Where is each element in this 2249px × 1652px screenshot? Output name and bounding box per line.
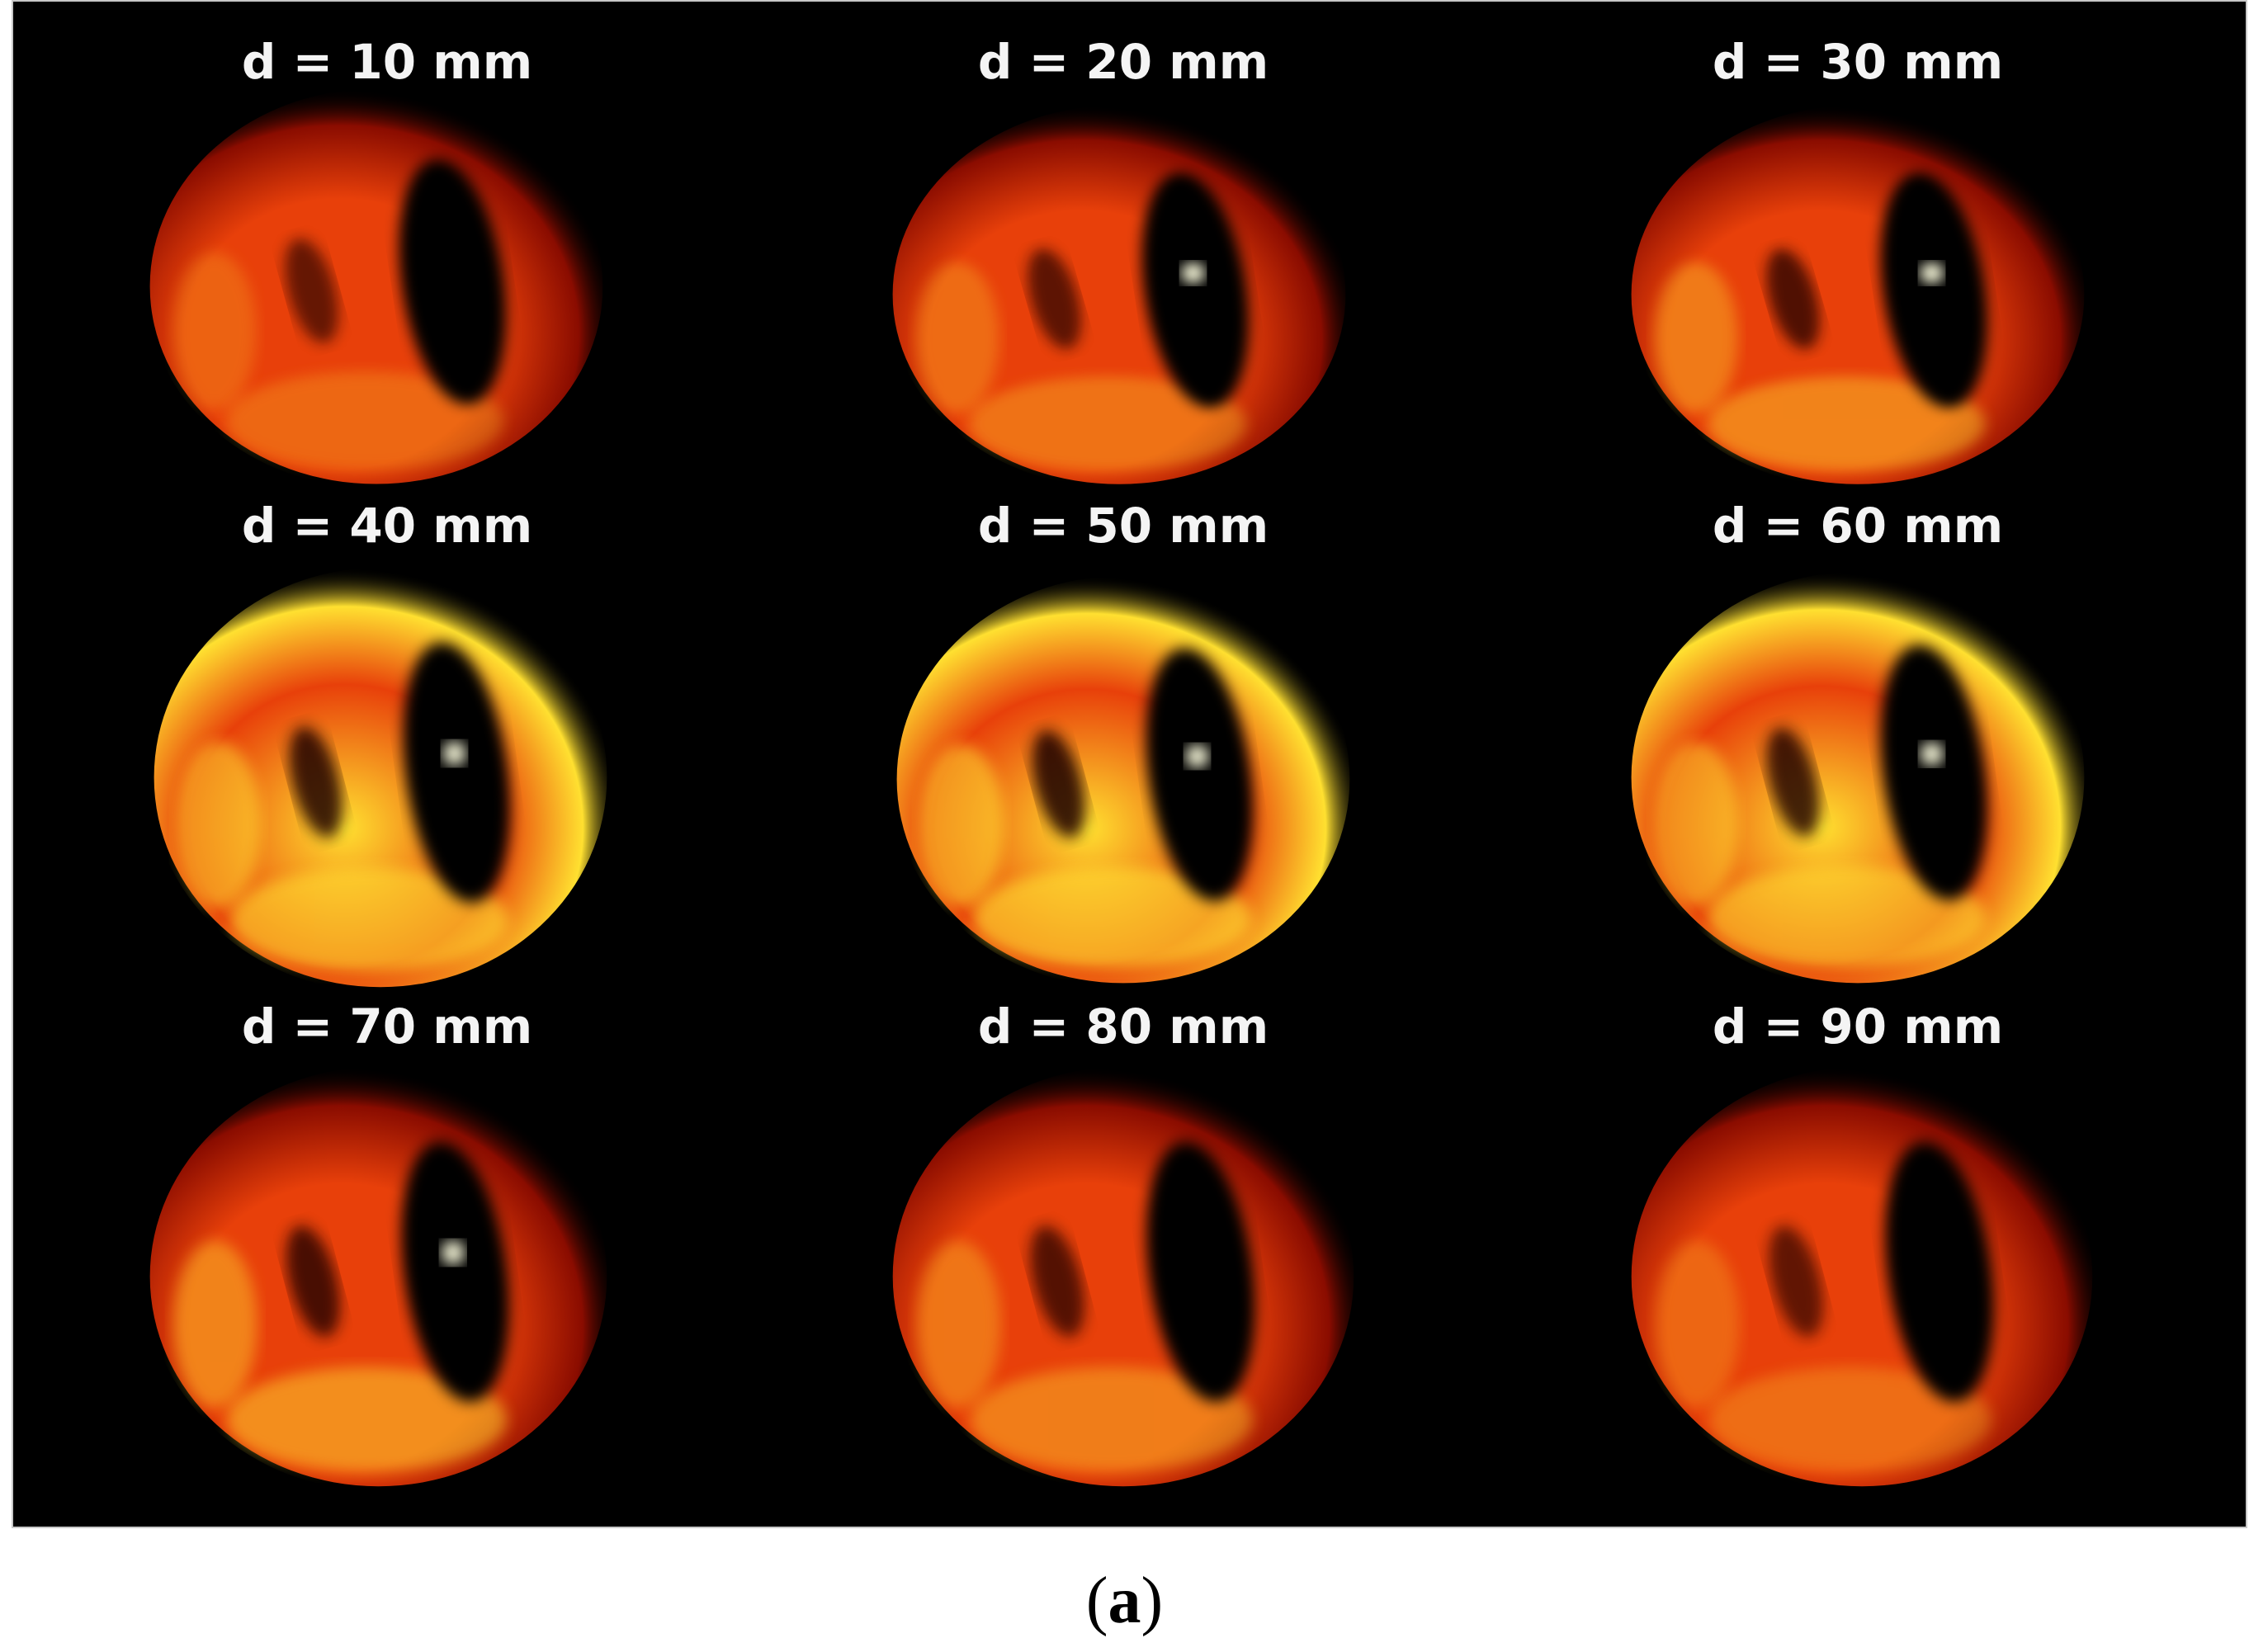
- rim-glow: [919, 744, 1004, 907]
- slice-image: [888, 101, 1350, 489]
- rim-glow: [172, 253, 257, 410]
- slice-label: d = 30 mm: [1712, 34, 2004, 90]
- hot-spot: [1920, 742, 1944, 766]
- slice-image: [888, 1062, 1358, 1491]
- dark-cavity-right: [401, 1141, 509, 1402]
- rim-glow: [1655, 1240, 1740, 1408]
- rim-glow: [1654, 262, 1738, 413]
- slice-image: [1627, 1062, 2097, 1491]
- dark-cavity-left: [1766, 248, 1820, 350]
- slice-image: [145, 84, 607, 489]
- dark-cavity-right: [1146, 1141, 1255, 1402]
- heatmap-slice: [1631, 571, 2085, 984]
- slice-label: d = 50 mm: [977, 498, 1269, 554]
- rim-glow: [1708, 866, 1985, 970]
- hot-spot: [1181, 262, 1205, 284]
- dark-cavity-right: [1141, 172, 1250, 408]
- rim-glow: [172, 1240, 258, 1408]
- dark-cavity-left: [1032, 729, 1085, 838]
- slice-image: [1627, 101, 2089, 489]
- rim-glow: [973, 867, 1250, 970]
- slice-label: d = 90 mm: [1712, 998, 2004, 1055]
- dark-cavity-right: [1880, 172, 1988, 408]
- rim-glow: [230, 867, 508, 973]
- heatmap-slice: [892, 105, 1346, 484]
- slice-label: d = 10 mm: [241, 34, 533, 90]
- slice-image: [145, 1062, 612, 1491]
- rim-glow: [226, 1366, 507, 1472]
- rim-glow: [1708, 1366, 1991, 1472]
- hot-spot: [1920, 262, 1944, 284]
- slice-label: d = 40 mm: [241, 498, 533, 554]
- dark-cavity-right: [399, 159, 507, 405]
- heatmap-slice: [892, 1066, 1354, 1487]
- hot-spot: [1185, 744, 1209, 768]
- caption-letter: a: [1108, 1565, 1141, 1637]
- heatmap-slice: [149, 1066, 607, 1487]
- image-panel: d = 10 mm d = 20 mm d = 30 mm d = 40 mm …: [12, 0, 2247, 1528]
- rim-glow: [1654, 742, 1738, 906]
- dark-cavity-left: [286, 1225, 340, 1338]
- rim-glow: [1708, 376, 1985, 472]
- dark-cavity-left: [1769, 1225, 1823, 1338]
- dark-cavity-left: [1766, 727, 1820, 837]
- slice-label: d = 80 mm: [977, 998, 1269, 1055]
- dark-cavity-right: [1146, 648, 1254, 901]
- slice-label: d = 70 mm: [241, 998, 533, 1055]
- figure-caption: (a): [0, 1568, 2249, 1634]
- slice-image: [892, 571, 1354, 988]
- heatmap-slice: [896, 575, 1350, 984]
- caption-paren-open: (: [1085, 1565, 1108, 1637]
- slice-image: [149, 563, 612, 992]
- caption-paren-close: ): [1141, 1565, 1164, 1637]
- dark-cavity-right: [1880, 644, 1988, 900]
- dark-cavity-left: [285, 238, 338, 343]
- slice-label: d = 20 mm: [977, 34, 1269, 90]
- slice-label: d = 60 mm: [1712, 498, 2004, 554]
- hot-spot: [441, 1240, 465, 1265]
- dark-cavity-left: [1028, 248, 1081, 350]
- slice-image: [1627, 567, 2089, 988]
- heatmap-slice: [1631, 1066, 2093, 1487]
- heatmap-slice: [154, 567, 607, 988]
- rim-glow: [226, 371, 503, 471]
- rim-glow: [970, 1366, 1253, 1472]
- dark-cavity-left: [289, 726, 343, 838]
- rim-glow: [177, 741, 261, 909]
- dark-cavity-right: [403, 642, 511, 903]
- heatmap-slice: [1631, 105, 2085, 484]
- rim-glow: [915, 262, 999, 413]
- rim-glow: [916, 1240, 1001, 1408]
- heatmap-slice: [149, 88, 603, 484]
- dark-cavity-right: [1885, 1141, 1994, 1402]
- hot-spot: [442, 741, 466, 766]
- dark-cavity-left: [1030, 1225, 1084, 1338]
- rim-glow: [969, 376, 1246, 472]
